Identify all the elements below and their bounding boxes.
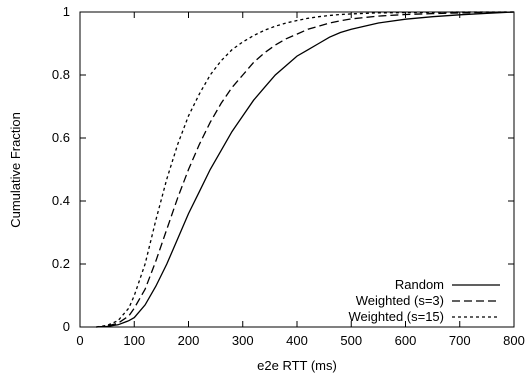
x-tick-label: 100 [123,333,145,348]
x-tick-label: 0 [76,333,83,348]
x-tick-label: 700 [449,333,471,348]
legend-label-weighted-s3: Weighted (s=3) [356,293,444,308]
plot-frame [79,11,515,328]
y-tick-label: 0 [63,319,70,334]
x-tick-label: 300 [232,333,254,348]
x-tick-label: 200 [178,333,200,348]
series-line-weighted-s-15 [96,11,514,328]
x-tick-label: 600 [395,333,417,348]
legend-label-weighted-s15: Weighted (s=15) [348,309,444,324]
legend-label-random: Random [395,277,444,292]
y-tick-label: 1 [63,4,70,19]
ticks: 0 100 200 300 400 500 600 700 800 0 0.2 0.4 0.6 0.8 1 [52,4,525,348]
series-line-weighted-s-3 [96,11,515,328]
y-tick-label: 0.4 [52,193,70,208]
series-lines [96,11,515,328]
x-tick-label: 500 [340,333,362,348]
series-line-random [96,11,515,328]
legend: Random Weighted (s=3) Weighted (s=15) [348,277,500,324]
y-tick-label: 0.6 [52,130,70,145]
y-tick-label: 0.2 [52,256,70,271]
x-tick-label: 800 [503,333,525,348]
x-axis-label: e2e RTT (ms) [257,358,337,373]
y-tick-label: 0.8 [52,67,70,82]
x-tick-label: 400 [286,333,308,348]
y-axis-label: Cumulative Fraction [8,112,23,228]
